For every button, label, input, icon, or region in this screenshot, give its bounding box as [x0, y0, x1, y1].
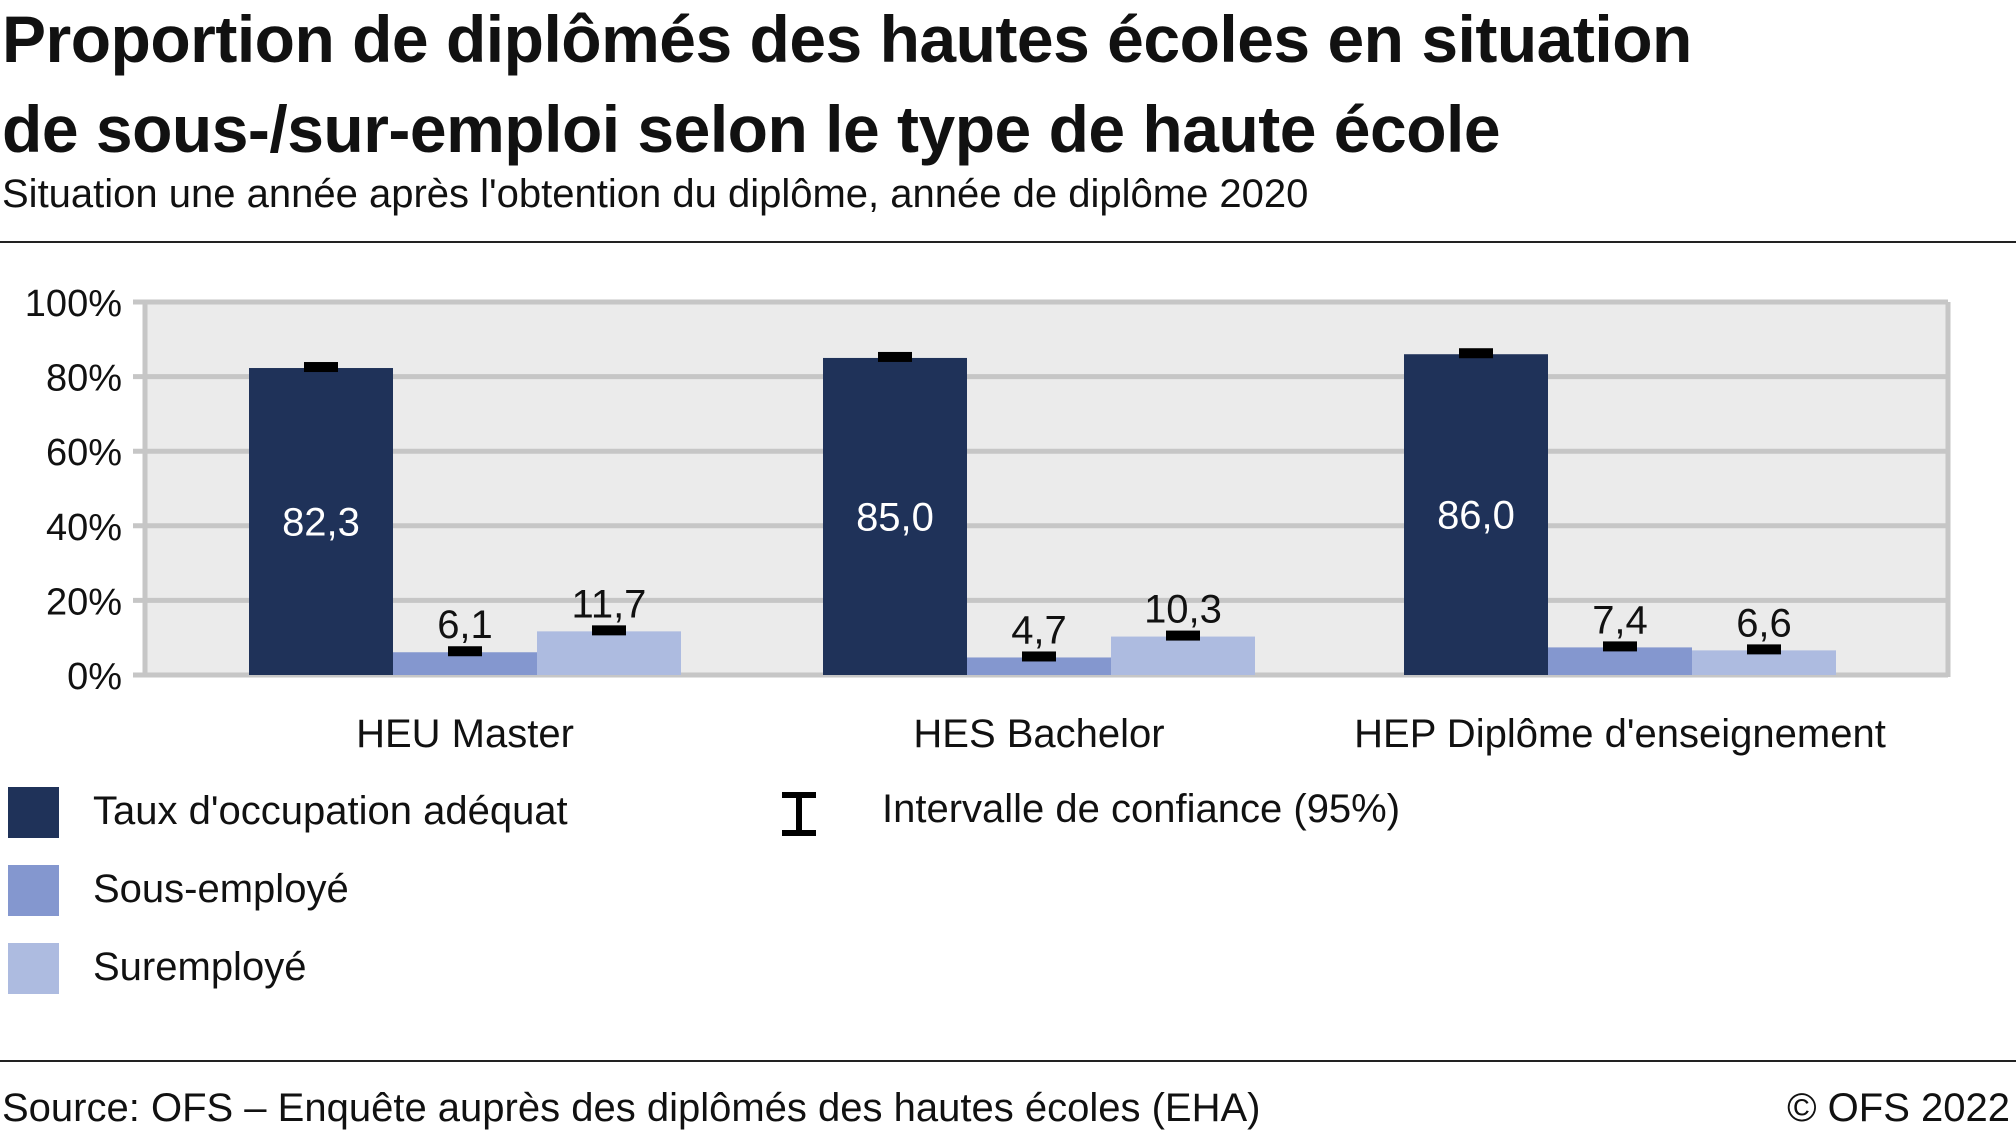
legend-swatch: [8, 943, 59, 994]
y-tick-label: 0%: [67, 656, 122, 698]
category-label: HEU Master: [356, 712, 574, 756]
bar: [967, 657, 1111, 675]
legend-swatch: [8, 787, 59, 838]
error-bar: [1022, 651, 1056, 662]
title-line-1: Proportion de diplômés des hautes écoles…: [2, 2, 1692, 76]
y-tick-label: 100%: [25, 283, 122, 325]
data-label: 86,0: [1437, 494, 1515, 538]
data-label: 6,1: [437, 603, 493, 647]
error-bar: [1166, 630, 1200, 641]
error-bar: [592, 625, 626, 636]
data-label: 4,7: [1011, 608, 1067, 652]
data-label: 11,7: [572, 582, 647, 626]
bar: [249, 368, 393, 675]
confidence-interval-icon: [782, 792, 816, 836]
data-label: 7,4: [1592, 598, 1648, 642]
source-note: Source: OFS – Enquête auprès des diplômé…: [2, 1086, 1261, 1130]
legend-swatch: [8, 865, 59, 916]
bar: [1548, 647, 1692, 675]
data-label: 85,0: [856, 495, 934, 539]
error-bar: [878, 351, 912, 362]
bar-chart: 0% 20% 40% 60% 80% 100% 82,3 6,1 11,7 HEU Master 8…: [25, 283, 1951, 756]
y-tick-label: 60%: [46, 432, 122, 474]
chart-subtitle: Situation une année après l'obtention du…: [2, 172, 1309, 216]
legend-label: Sous-employé: [93, 867, 349, 911]
category-label: HES Bachelor: [913, 712, 1164, 756]
data-label: 10,3: [1144, 588, 1222, 632]
bar: [823, 357, 967, 675]
y-tick-label: 20%: [46, 581, 122, 623]
bottom-divider: [0, 1060, 2016, 1062]
data-label: 6,6: [1736, 601, 1792, 645]
y-tick-label: 80%: [46, 358, 122, 400]
title-line-2: de sous-/sur-emploi selon le type de hau…: [2, 92, 1501, 166]
bar: [1111, 636, 1255, 675]
data-label: 82,3: [282, 501, 360, 545]
bar: [1692, 650, 1836, 675]
bar: [537, 631, 681, 675]
chart-title: Proportion de diplômés des hautes écoles…: [2, 0, 1692, 174]
bar: [1404, 354, 1548, 675]
legend-label: Taux d'occupation adéquat: [93, 789, 568, 833]
error-bar: [1603, 641, 1637, 652]
category-label: HEP Diplôme d'enseignement: [1354, 712, 1886, 756]
plot-area: [145, 302, 1948, 675]
legend-label: Suremployé: [93, 945, 307, 989]
top-divider: [0, 241, 2016, 243]
error-bar: [1747, 644, 1781, 655]
bar: [393, 652, 537, 675]
error-bar: [304, 362, 338, 373]
legend-label-ci: Intervalle de confiance (95%): [882, 787, 1401, 831]
error-bar: [448, 646, 482, 657]
copyright: © OFS 2022: [1787, 1086, 2010, 1130]
error-bar: [1459, 348, 1493, 359]
y-tick-label: 40%: [46, 507, 122, 549]
